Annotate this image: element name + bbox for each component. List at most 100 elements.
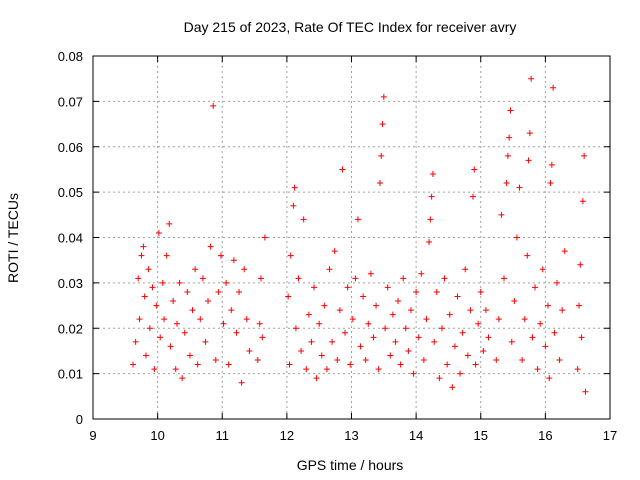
data-point: [454, 293, 461, 300]
data-point: [418, 270, 425, 277]
data-point: [329, 338, 336, 345]
data-point: [384, 284, 391, 291]
data-point: [326, 266, 333, 273]
data-point: [300, 216, 307, 223]
data-point: [446, 311, 453, 318]
data-point: [258, 275, 265, 282]
data-point: [524, 252, 531, 259]
data-point: [323, 366, 330, 373]
data-point: [559, 307, 566, 314]
x-tick-label: 17: [603, 428, 617, 443]
data-point: [373, 302, 380, 309]
x-tick-label: 14: [409, 428, 423, 443]
data-point: [513, 234, 520, 241]
data-point: [220, 320, 227, 327]
data-point: [167, 343, 174, 350]
data-point: [449, 384, 456, 391]
data-point: [503, 180, 510, 187]
data-point: [574, 366, 581, 373]
data-point: [136, 316, 143, 323]
data-point: [575, 302, 582, 309]
data-point: [349, 316, 356, 323]
data-point: [544, 302, 551, 309]
data-point: [429, 170, 436, 177]
data-point: [462, 266, 469, 273]
y-tick-label: 0.04: [58, 231, 83, 246]
data-point: [176, 279, 183, 286]
data-point: [212, 357, 219, 364]
y-tick-label: 0: [76, 412, 83, 427]
data-point: [132, 338, 139, 345]
data-point: [477, 288, 484, 295]
data-point: [344, 284, 351, 291]
data-point: [459, 329, 466, 336]
x-axis-label: GPS time / hours: [297, 457, 404, 473]
data-point: [423, 316, 430, 323]
data-point: [469, 193, 476, 200]
data-point: [157, 334, 164, 341]
data-point: [287, 252, 294, 259]
data-point: [155, 229, 162, 236]
data-point: [163, 252, 170, 259]
y-tick-label: 0.02: [58, 321, 83, 336]
data-point: [230, 257, 237, 264]
x-tick-label: 15: [474, 428, 488, 443]
axis-ticks: [92, 55, 611, 420]
data-point: [578, 334, 585, 341]
y-tick-labels: 0 0.01 0.02 0.03 0.04 0.05 0.06 0.07 0.08: [58, 49, 83, 427]
data-point: [174, 320, 181, 327]
data-point: [215, 288, 222, 295]
x-tick-label: 13: [344, 428, 358, 443]
data-point: [135, 275, 142, 282]
data-point: [181, 329, 188, 336]
data-point: [501, 275, 508, 282]
data-point: [495, 316, 502, 323]
data-point: [472, 361, 479, 368]
data-point: [392, 338, 399, 345]
data-point: [149, 284, 156, 291]
x-tick-label: 11: [216, 428, 230, 443]
data-point: [516, 184, 523, 191]
data-point: [179, 375, 186, 382]
data-point: [210, 102, 217, 109]
data-point: [153, 302, 160, 309]
data-point: [420, 357, 427, 364]
data-point: [246, 347, 253, 354]
y-tick-label: 0.08: [58, 49, 83, 64]
data-point: [336, 307, 343, 314]
data-point: [290, 202, 297, 209]
data-point: [236, 288, 243, 295]
x-tick-labels: 9 10 11 12 13 14 15 16 17: [89, 428, 617, 443]
chart-title: Day 215 of 2023, Rate Of TEC Index for r…: [184, 19, 517, 35]
data-point: [321, 302, 328, 309]
data-point: [316, 320, 323, 327]
data-point: [130, 361, 137, 368]
data-point: [199, 275, 206, 282]
data-point: [529, 334, 536, 341]
data-point: [145, 266, 152, 273]
data-point: [532, 284, 539, 291]
data-point: [295, 275, 302, 282]
data-point: [534, 366, 541, 373]
data-point: [313, 375, 320, 382]
data-point: [161, 316, 168, 323]
data-point: [528, 75, 535, 82]
data-point: [551, 329, 558, 336]
data-point: [410, 370, 417, 377]
data-point: [508, 338, 515, 345]
data-point: [142, 352, 149, 359]
data-point: [402, 325, 409, 332]
data-point: [261, 234, 268, 241]
data-point: [223, 279, 230, 286]
data-point: [292, 325, 299, 332]
x-tick-label: 12: [280, 428, 294, 443]
data-point: [194, 361, 201, 368]
data-point: [413, 288, 420, 295]
data-point: [184, 288, 191, 295]
data-point: [189, 307, 196, 314]
data-point: [318, 352, 325, 359]
data-point: [186, 352, 193, 359]
data-point: [389, 311, 396, 318]
data-point: [367, 270, 374, 277]
data-point: [433, 288, 440, 295]
